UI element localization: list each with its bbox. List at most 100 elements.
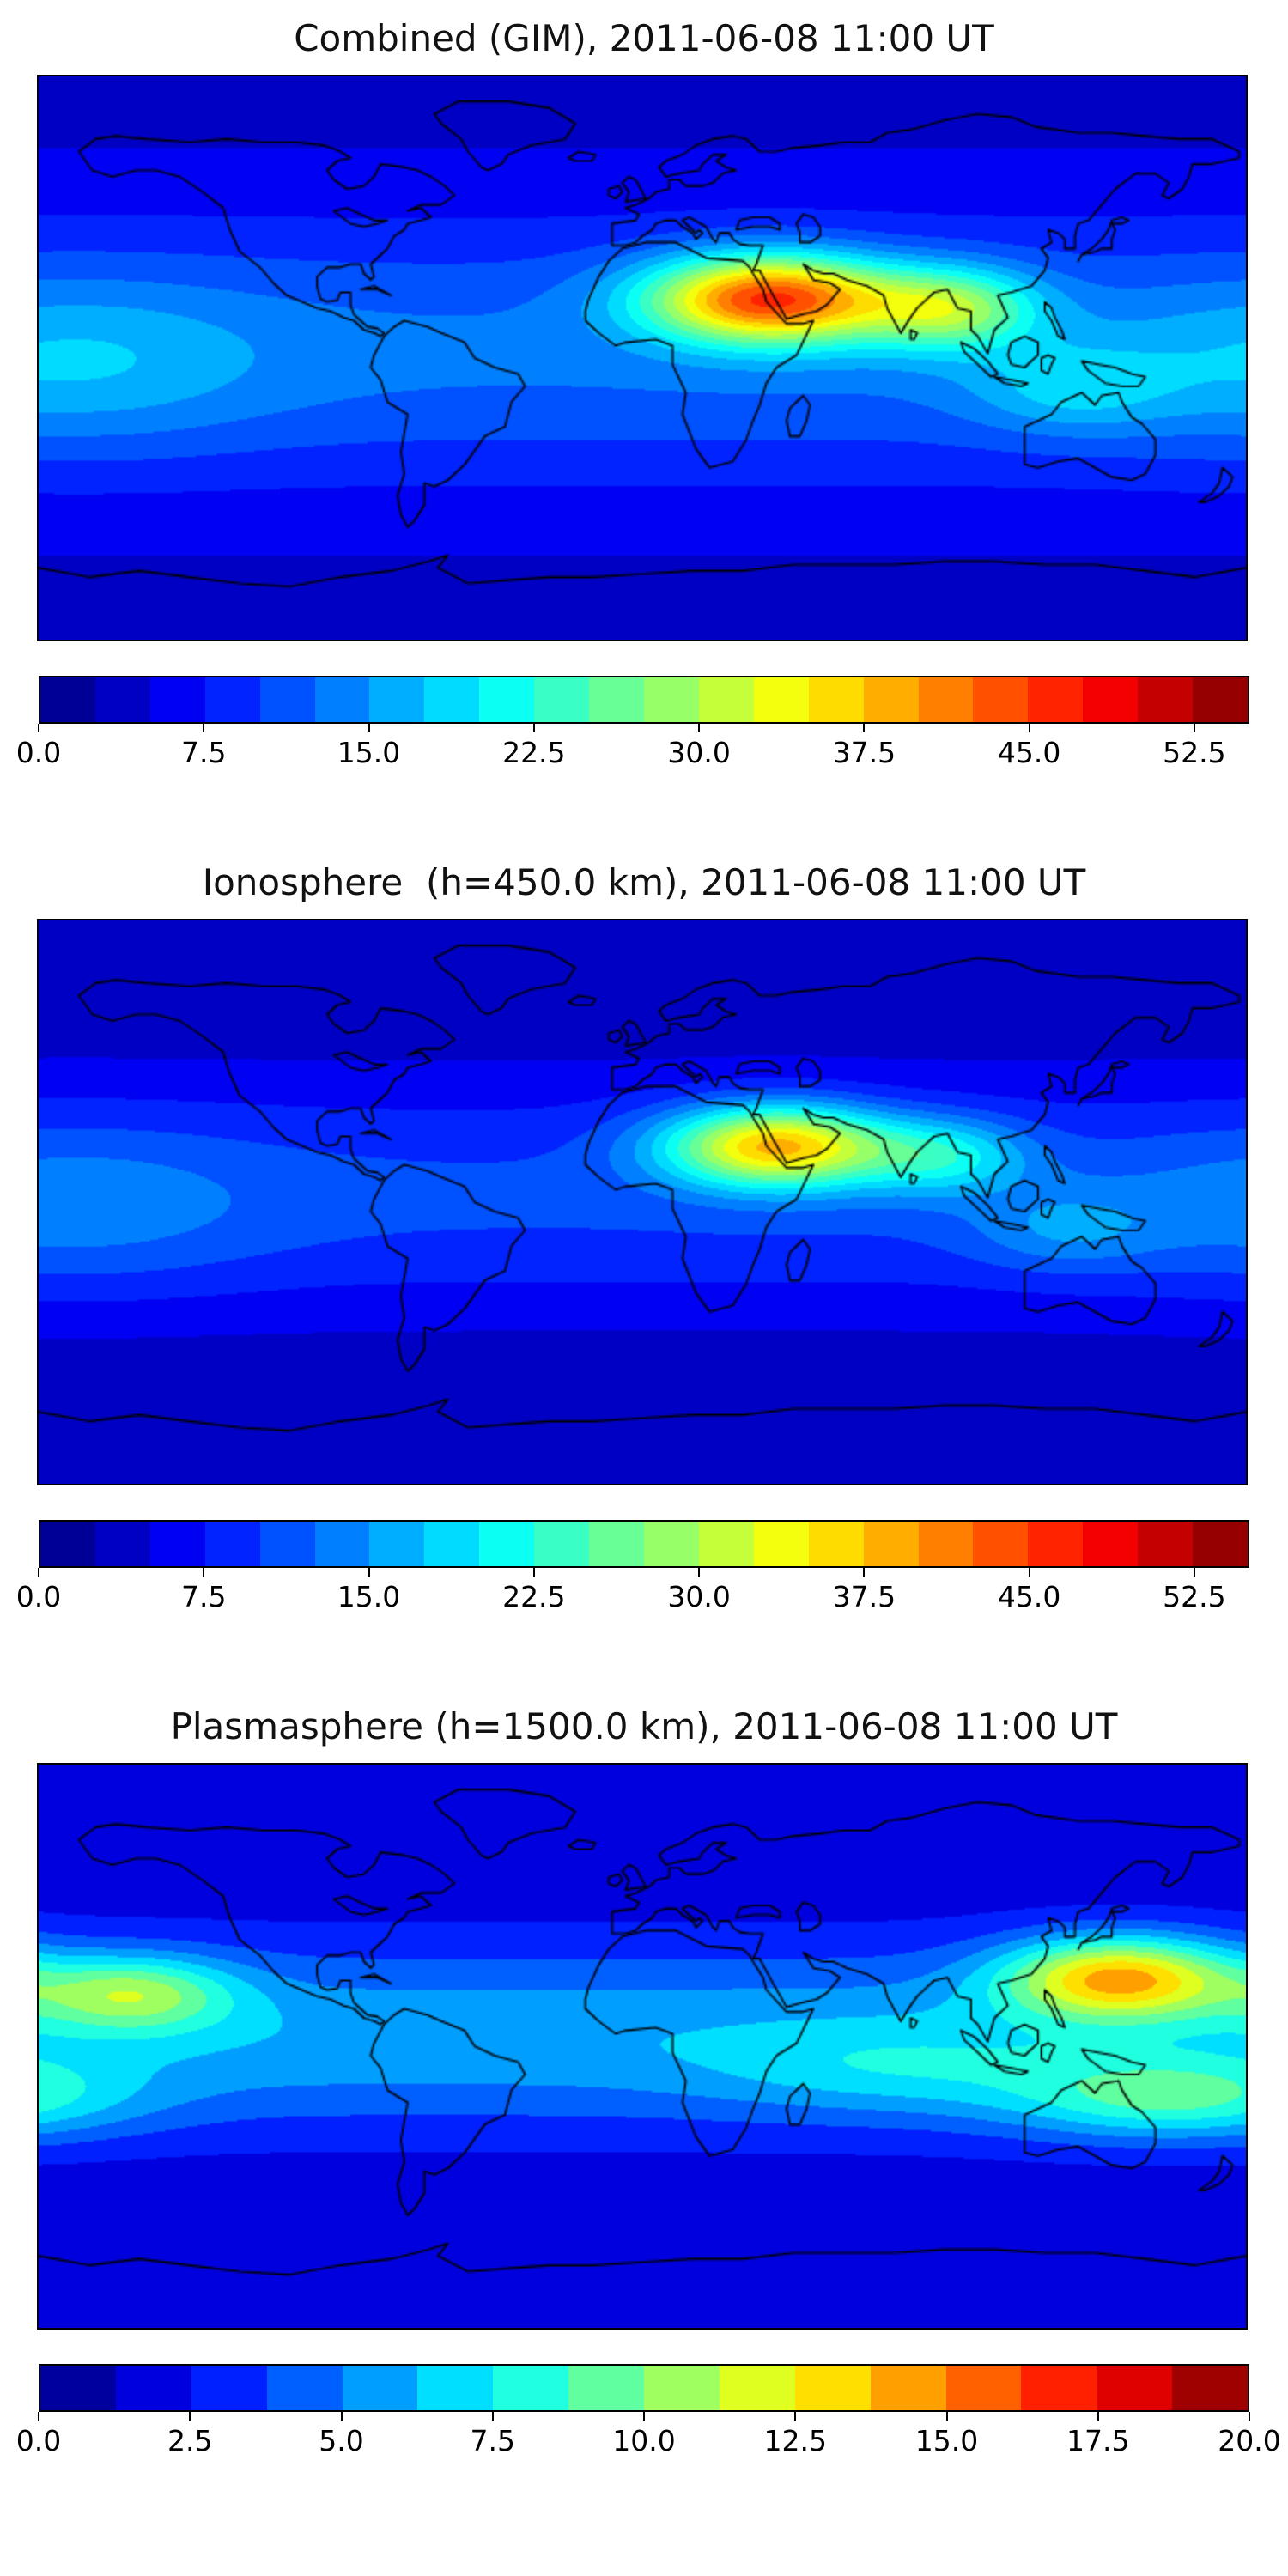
colorbar-tick-label: 45.0 <box>997 736 1061 769</box>
colorbar-segment <box>918 677 974 722</box>
colorbar-segment <box>369 677 425 722</box>
colorbar-bar-combined <box>39 676 1249 724</box>
colorbar-tick-label: 30.0 <box>667 1580 731 1613</box>
map-plasmasphere <box>37 1763 1251 2330</box>
colorbar-segment <box>204 1522 260 1566</box>
colorbar-segment <box>918 1522 974 1566</box>
map-canvas-ionosphere <box>37 919 1248 1485</box>
colorbar-tick-label: 45.0 <box>997 1580 1061 1613</box>
colorbar-ticks-plasmasphere: 0.0 2.5 5.0 7.5 10.0 12.5 15.0 17.5 20.0 <box>16 2412 1281 2464</box>
colorbar-segment <box>1028 677 1084 722</box>
colorbar-segment <box>479 677 535 722</box>
colorbar-ionosphere: 0.0 7.5 15.0 22.5 30.0 37.5 45.0 52.5 <box>16 1520 1249 1619</box>
colorbar-tick-mark <box>189 2412 191 2421</box>
colorbar-tick-label: 37.5 <box>832 736 896 769</box>
map-canvas-plasmasphere <box>37 1763 1248 2330</box>
colorbar-tick-mark <box>794 2412 797 2421</box>
colorbar-tick-mark <box>38 2412 39 2421</box>
colorbar-tick-label: 7.5 <box>181 736 227 769</box>
colorbar-bar-plasmasphere <box>39 2364 1249 2412</box>
colorbar-combined: 0.0 7.5 15.0 22.5 30.0 37.5 45.0 52.5 <box>16 676 1249 775</box>
colorbar-segment <box>342 2366 418 2410</box>
colorbar-segment <box>973 1522 1029 1566</box>
colorbar-segment <box>753 1522 809 1566</box>
map-ionosphere <box>37 919 1251 1485</box>
colorbar-tick-mark <box>340 2412 343 2421</box>
colorbar-tick-mark <box>38 1568 39 1577</box>
colorbar-tick-label: 52.5 <box>1163 1580 1226 1613</box>
colorbar-tick-label: 22.5 <box>502 1580 566 1613</box>
colorbar-segment <box>863 1522 919 1566</box>
colorbar-tick-label: 20.0 <box>1218 2424 1281 2458</box>
colorbar-tick-label: 15.0 <box>914 2424 979 2458</box>
panel-title-plasmasphere: Plasmasphere (h=1500.0 km), 2011-06-08 1… <box>170 1705 1118 1747</box>
colorbar-segment <box>534 1522 590 1566</box>
colorbar-tick-mark <box>1193 724 1195 732</box>
colorbar-tick-label: 22.5 <box>502 736 566 769</box>
colorbar-segment <box>1193 677 1248 722</box>
colorbar-tick-label: 7.5 <box>470 2424 515 2458</box>
colorbar-segment <box>794 2366 871 2410</box>
colorbar-tick-mark <box>1249 2412 1250 2421</box>
colorbar-segment <box>204 677 260 722</box>
colorbar-segment <box>808 1522 864 1566</box>
colorbar-tick-label: 12.5 <box>763 2424 827 2458</box>
colorbar-segment <box>493 2366 569 2410</box>
colorbar-segment <box>94 677 150 722</box>
colorbar-segment <box>1138 677 1194 722</box>
colorbar-tick-label: 0.0 <box>15 1580 62 1613</box>
colorbar-tick-label: 17.5 <box>1066 2424 1130 2458</box>
colorbar-tick-mark <box>698 724 701 732</box>
colorbar-tick-mark <box>368 724 370 732</box>
colorbar-tick-label: 5.0 <box>319 2424 364 2458</box>
colorbar-tick-mark <box>863 1568 866 1577</box>
colorbar-segment <box>259 677 315 722</box>
colorbar-tick-mark <box>532 1568 535 1577</box>
colorbar-segment <box>643 1522 699 1566</box>
colorbar-segment <box>1083 1522 1139 1566</box>
colorbar-segment <box>589 677 644 722</box>
colorbar-tick-label: 10.0 <box>612 2424 676 2458</box>
colorbar-tick-mark <box>945 2412 948 2421</box>
colorbar-ticks-combined: 0.0 7.5 15.0 22.5 30.0 37.5 45.0 52.5 <box>16 724 1249 775</box>
colorbar-tick-label: 7.5 <box>181 1580 227 1613</box>
colorbar-tick-mark <box>203 724 205 732</box>
colorbar-tick-mark <box>368 1568 370 1577</box>
panel-ionosphere: Ionosphere (h=450.0 km), 2011-06-08 11:0… <box>0 844 1288 1619</box>
colorbar-tick-mark <box>38 724 39 732</box>
colorbar-segment <box>945 2366 1022 2410</box>
colorbar-segment <box>1021 2366 1097 2410</box>
colorbar-tick-mark <box>1097 2412 1099 2421</box>
panel-plasmasphere: Plasmasphere (h=1500.0 km), 2011-06-08 1… <box>0 1688 1288 2464</box>
colorbar-segment <box>266 2366 343 2410</box>
panel-title-combined: Combined (GIM), 2011-06-08 11:00 UT <box>294 17 994 59</box>
colorbar-tick-label: 52.5 <box>1163 736 1226 769</box>
map-combined <box>37 75 1251 641</box>
colorbar-segment <box>973 677 1029 722</box>
colorbar-tick-label: 0.0 <box>15 2424 62 2458</box>
colorbar-segment <box>643 677 699 722</box>
colorbar-segment <box>40 677 95 722</box>
colorbar-ticks-ionosphere: 0.0 7.5 15.0 22.5 30.0 37.5 45.0 52.5 <box>16 1568 1249 1619</box>
colorbar-segment <box>1172 2366 1248 2410</box>
colorbar-segment <box>40 2366 116 2410</box>
colorbar-segment <box>149 677 205 722</box>
colorbar-segment <box>40 1522 95 1566</box>
colorbar-tick-mark <box>1193 1568 1195 1577</box>
colorbar-segment <box>369 1522 425 1566</box>
map-canvas-combined <box>37 75 1248 641</box>
colorbar-tick-mark <box>532 724 535 732</box>
colorbar-tick-mark <box>1028 724 1030 732</box>
colorbar-segment <box>1138 1522 1194 1566</box>
colorbar-segment <box>534 677 590 722</box>
colorbar-tick-label: 30.0 <box>667 736 731 769</box>
colorbar-segment <box>870 2366 946 2410</box>
colorbar-segment <box>1193 1522 1248 1566</box>
colorbar-tick-mark <box>698 1568 701 1577</box>
colorbar-segment <box>1097 2366 1173 2410</box>
colorbar-tick-label: 37.5 <box>832 1580 896 1613</box>
colorbar-segment <box>808 677 864 722</box>
colorbar-segment <box>259 1522 315 1566</box>
colorbar-tick-label: 2.5 <box>167 2424 213 2458</box>
colorbar-segment <box>644 2366 720 2410</box>
